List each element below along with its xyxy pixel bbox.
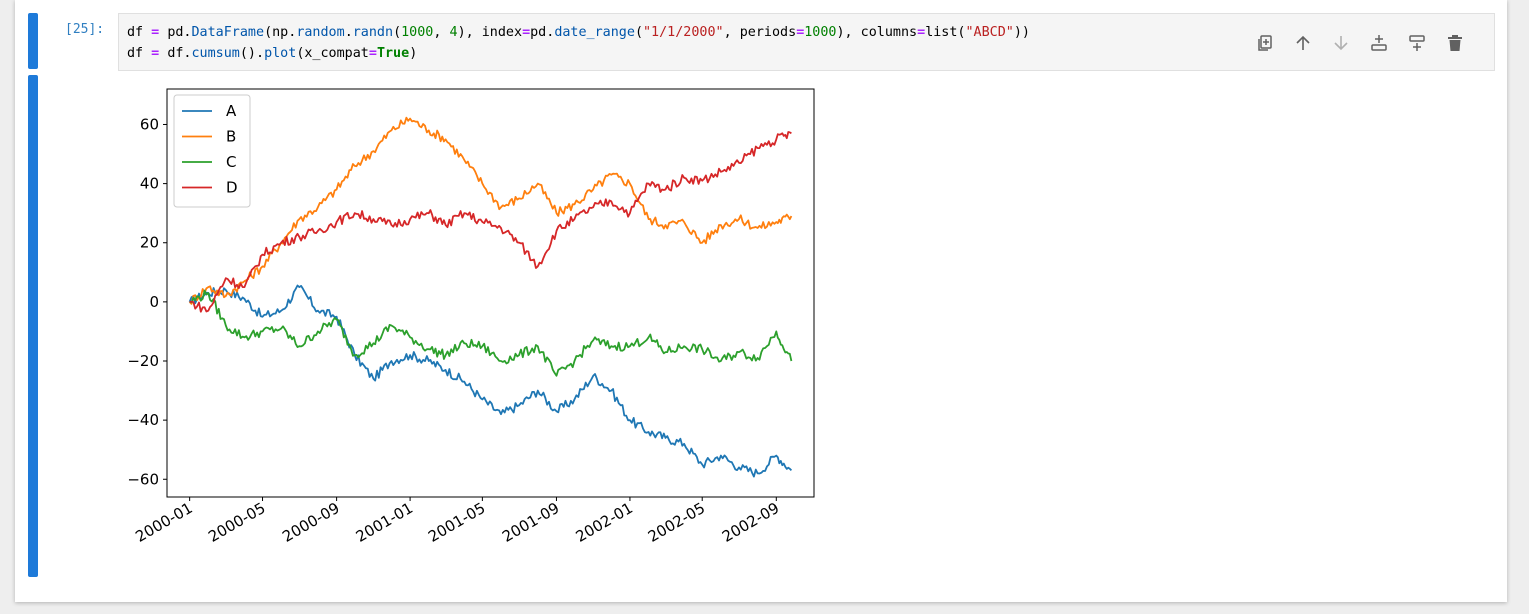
code-token: . xyxy=(344,25,353,40)
code-token: 4 xyxy=(449,25,458,40)
code-token: , xyxy=(433,25,450,40)
code-token: df xyxy=(127,46,144,61)
code-text[interactable]: df = pd.DataFrame(np.random.randn(1000, … xyxy=(127,22,1030,64)
duplicate-icon xyxy=(1258,35,1272,51)
code-token: , periods xyxy=(723,25,797,40)
move-down-button[interactable] xyxy=(1330,32,1352,54)
delete-button[interactable] xyxy=(1444,32,1466,54)
code-token: ), index xyxy=(457,25,523,40)
code-token: pd. xyxy=(167,25,192,40)
x-tick-label: 2000-09 xyxy=(279,499,342,546)
insert-above-icon xyxy=(1371,35,1387,51)
execution-count: [25]: xyxy=(65,22,105,37)
x-tick-label: 2001-09 xyxy=(499,499,562,546)
code-line: df = pd.DataFrame(np.random.randn(1000, … xyxy=(127,25,1030,40)
code-token: df xyxy=(127,25,144,40)
series-line-d xyxy=(189,131,792,313)
cell-toolbar xyxy=(1254,32,1466,54)
x-tick-label: 2000-05 xyxy=(205,499,268,546)
code-token: randn xyxy=(352,25,394,40)
code-token: "1/1/2000" xyxy=(643,25,724,40)
code-token: "ABCD" xyxy=(965,25,1014,40)
code-token: (). xyxy=(239,46,265,61)
code-token: (x_compat xyxy=(296,46,369,61)
series-line-c xyxy=(189,289,793,377)
legend-label-b: B xyxy=(226,128,236,146)
move-down-icon xyxy=(1334,36,1348,51)
code-token: ) xyxy=(409,46,418,61)
delete-icon xyxy=(1448,35,1462,51)
y-tick-label: 0 xyxy=(149,293,159,311)
notebook-panel: [25]: df = pd.DataFrame(np.random.randn(… xyxy=(15,0,1507,602)
move-up-button[interactable] xyxy=(1292,32,1314,54)
insert-below-icon xyxy=(1409,35,1425,51)
legend-label-c: C xyxy=(226,153,236,171)
code-token: = xyxy=(796,25,805,40)
duplicate-button[interactable] xyxy=(1254,32,1276,54)
code-token: ), columns xyxy=(836,25,918,40)
code-token: random xyxy=(296,25,345,40)
insert-above-button[interactable] xyxy=(1368,32,1390,54)
code-token: )) xyxy=(1013,25,1030,40)
code-token: = xyxy=(522,25,531,40)
x-tick-label: 2001-05 xyxy=(425,499,488,546)
code-token: = xyxy=(368,46,377,61)
code-token: True xyxy=(376,46,410,61)
code-token: = xyxy=(143,46,168,61)
code-token: = xyxy=(917,25,926,40)
y-tick-label: −60 xyxy=(127,470,159,488)
y-tick-label: −40 xyxy=(127,411,159,429)
x-tick-label: 2002-09 xyxy=(719,499,782,546)
legend-label-d: D xyxy=(226,179,238,197)
code-token: cumsum xyxy=(191,46,240,61)
code-token: DataFrame xyxy=(191,25,265,40)
code-token: 1000 xyxy=(804,25,837,40)
insert-below-button[interactable] xyxy=(1406,32,1428,54)
code-token: ( xyxy=(393,25,402,40)
input-collapser[interactable] xyxy=(28,13,38,69)
y-tick-label: −20 xyxy=(127,352,159,370)
code-token: plot xyxy=(264,46,297,61)
code-token: = xyxy=(143,25,168,40)
code-token: df. xyxy=(167,46,192,61)
series-line-a xyxy=(188,284,793,478)
output-collapser[interactable] xyxy=(28,75,38,577)
legend-label-a: A xyxy=(226,102,237,120)
code-token: (np. xyxy=(264,25,297,40)
code-token: 1000 xyxy=(401,25,434,40)
legend-box xyxy=(173,94,251,208)
x-tick-label: 2002-05 xyxy=(645,499,708,546)
move-up-icon xyxy=(1296,35,1310,50)
code-token: list( xyxy=(925,25,966,40)
x-tick-label: 2001-01 xyxy=(353,499,416,546)
code-line: df = df.cumsum().plot(x_compat=True) xyxy=(127,46,417,61)
code-token: date_range xyxy=(554,25,635,40)
y-tick-label: 40 xyxy=(140,175,159,193)
code-token: pd. xyxy=(530,25,555,40)
code-editor[interactable]: df = pd.DataFrame(np.random.randn(1000, … xyxy=(118,13,1495,71)
series-line-b xyxy=(188,116,793,305)
y-tick-label: 20 xyxy=(140,234,159,252)
plot-frame xyxy=(166,88,815,498)
x-tick-label: 2000-01 xyxy=(132,499,195,546)
x-tick-label: 2002-01 xyxy=(573,499,636,546)
y-tick-label: 60 xyxy=(140,115,159,133)
code-token: ( xyxy=(634,25,643,40)
